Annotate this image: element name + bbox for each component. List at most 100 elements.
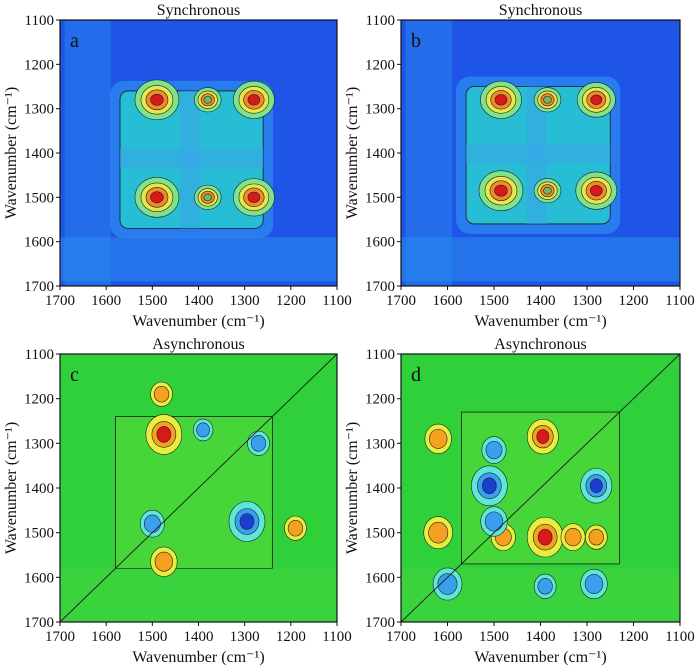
- peak: [432, 567, 463, 601]
- peak: [194, 87, 222, 113]
- y-tick-label: 1700: [365, 615, 395, 631]
- x-tick-label: 1100: [322, 629, 351, 645]
- y-tick-label: 1500: [24, 190, 54, 206]
- y-tick-label: 1300: [365, 436, 395, 452]
- x-tick-label: 1700: [386, 293, 416, 309]
- x-tick-label: 1300: [230, 293, 260, 309]
- peak: [533, 87, 562, 113]
- y-axis-label: Wavenumber (cm⁻¹): [344, 422, 361, 554]
- panel-label: d: [411, 364, 421, 386]
- x-tick-label: 1300: [572, 629, 602, 645]
- y-tick-label: 1500: [365, 190, 395, 206]
- y-tick-label: 1400: [24, 146, 54, 162]
- x-tick-label: 1700: [386, 629, 416, 645]
- x-tick-label: 1600: [91, 293, 121, 309]
- panel-label: b: [411, 30, 421, 52]
- peak: [480, 80, 522, 119]
- diagonal-line: [60, 354, 337, 622]
- x-tick-label: 1600: [433, 293, 463, 309]
- cross-band-horizontal: [120, 148, 264, 168]
- y-tick-label: 1400: [24, 481, 54, 497]
- y-tick-label: 1300: [365, 102, 395, 118]
- peak: [560, 523, 586, 551]
- chart-title: Asynchronous: [152, 336, 244, 353]
- panel-c: Asynchronous c 1700 1600 1500 1400 1300 1200 110…: [3, 336, 352, 666]
- y-axis-label: Wavenumber (cm⁻¹): [3, 422, 20, 554]
- x-tick-label: 1100: [665, 293, 694, 309]
- panel-d: Asynchronous d 1700 1600 1500 1400 1300 1200 110…: [344, 336, 695, 666]
- y-tick-label: 1600: [365, 570, 395, 586]
- x-tick-label: 1400: [184, 293, 214, 309]
- peak: [471, 465, 508, 507]
- y-tick-label: 1100: [366, 347, 395, 363]
- peak: [423, 516, 453, 550]
- y-tick-label: 1100: [366, 13, 395, 29]
- peak: [150, 381, 173, 407]
- x-tick-label: 1500: [479, 629, 509, 645]
- y-tick-label: 1600: [24, 570, 54, 586]
- x-tick-label: 1400: [526, 629, 556, 645]
- y-tick-label: 1500: [365, 526, 395, 542]
- y-tick-label: 1300: [24, 436, 54, 452]
- peak: [424, 423, 452, 454]
- peak: [575, 171, 618, 210]
- peak: [145, 414, 183, 455]
- peak: [526, 418, 559, 455]
- y-tick-label: 1500: [24, 526, 54, 542]
- peak: [193, 418, 214, 442]
- peak: [585, 524, 608, 550]
- panel-label: c: [70, 364, 79, 386]
- y-tick-label: 1600: [365, 235, 395, 251]
- peak: [580, 568, 608, 600]
- bottom-band: [60, 237, 337, 282]
- x-tick-label: 1500: [137, 293, 167, 309]
- plot-area: [60, 354, 337, 622]
- x-tick-label: 1600: [433, 629, 463, 645]
- peak: [533, 573, 557, 599]
- plot-area: [401, 354, 680, 622]
- bottom-band: [60, 568, 337, 622]
- x-tick-label: 1700: [45, 293, 75, 309]
- left-band: [405, 20, 453, 286]
- peak: [134, 177, 180, 218]
- y-tick-label: 1400: [365, 481, 395, 497]
- y-tick-label: 1700: [365, 279, 395, 295]
- x-axis-label: Wavenumber (cm⁻¹): [474, 649, 606, 666]
- x-tick-label: 1700: [45, 629, 75, 645]
- x-axis-label: Wavenumber (cm⁻¹): [474, 313, 606, 330]
- x-axis-label: Wavenumber (cm⁻¹): [132, 649, 264, 666]
- x-tick-label: 1300: [230, 629, 260, 645]
- x-tick-label: 1300: [572, 293, 602, 309]
- chart-title: Synchronous: [157, 2, 241, 19]
- peak: [533, 178, 562, 204]
- peak: [150, 546, 178, 577]
- x-tick-label: 1100: [665, 629, 694, 645]
- y-tick-label: 1200: [365, 392, 395, 408]
- peak: [580, 468, 613, 504]
- y-tick-label: 1200: [24, 57, 54, 73]
- x-tick-label: 1500: [137, 629, 167, 645]
- y-tick-label: 1700: [24, 279, 54, 295]
- y-tick-label: 1200: [24, 392, 54, 408]
- peak: [526, 516, 564, 558]
- x-tick-label: 1200: [619, 293, 649, 309]
- x-tick-label: 1400: [526, 293, 556, 309]
- y-axis-label: Wavenumber (cm⁻¹): [3, 87, 20, 219]
- peak: [134, 79, 180, 121]
- peak: [233, 80, 275, 119]
- peak: [284, 515, 307, 541]
- peak: [247, 430, 270, 456]
- x-tick-label: 1600: [91, 629, 121, 645]
- chart-title: Asynchronous: [494, 336, 586, 353]
- y-tick-label: 1400: [365, 146, 395, 162]
- x-tick-label: 1200: [619, 629, 649, 645]
- panel-b: Synchronous b 1700 1600 1500 1400 1300 1200 1100…: [344, 2, 695, 330]
- x-tick-label: 1400: [184, 629, 214, 645]
- y-tick-label: 1700: [24, 615, 54, 631]
- y-tick-label: 1100: [25, 347, 54, 363]
- y-tick-label: 1200: [365, 57, 395, 73]
- peak: [233, 178, 275, 217]
- plot-area: [401, 20, 680, 286]
- peak: [228, 501, 266, 542]
